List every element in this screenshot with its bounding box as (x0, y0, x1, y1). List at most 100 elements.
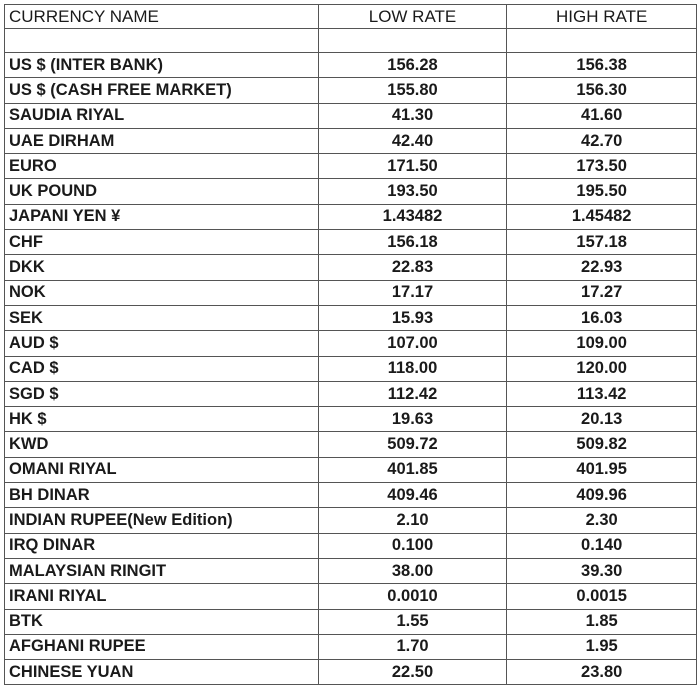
table-row: JAPANI YEN ¥1.43482 1.45482 (4, 203, 697, 231)
header-low-rate: LOW RATE (317, 4, 508, 29)
table-row: IRANI RIYAL 0.0010 0.0015 (4, 583, 697, 610)
table-row: US $ (CASH FREE MARKET) 155.80 156.30 (4, 77, 697, 104)
high-rate-cell: 39.30 (506, 557, 697, 585)
low-rate-cell: 22.50 (317, 659, 508, 686)
header-currency-name: CURRENCY NAME (4, 4, 319, 29)
currency-name-cell: OMANI RIYAL (4, 456, 319, 484)
blank-cell (4, 28, 319, 53)
currency-rates-table: CURRENCY NAME LOW RATE HIGH RATE US $ (I… (4, 4, 697, 686)
low-rate-cell: 1.70 (317, 633, 508, 661)
currency-name-cell: BH DINAR (4, 482, 319, 509)
currency-name-cell: AUD $ (4, 330, 319, 357)
header-row: CURRENCY NAME LOW RATE HIGH RATE (4, 4, 697, 29)
currency-name-cell: IRQ DINAR (4, 532, 319, 559)
table-row: IRQ DINAR 0.100 0.140 (4, 532, 697, 559)
high-rate-cell: 156.38 (506, 51, 697, 79)
table-row: CAD $118.00 120.00 (4, 355, 697, 382)
currency-name-cell: BTK (4, 608, 319, 635)
currency-name-cell: HK $ (4, 406, 319, 433)
table-row: EURO 171.50 173.50 (4, 153, 697, 180)
low-rate-cell: 156.28 (317, 51, 508, 79)
low-rate-cell: 155.80 (317, 77, 508, 104)
low-rate-cell: 118.00 (317, 355, 508, 382)
currency-name-cell: IRANI RIYAL (4, 583, 319, 610)
header-high-rate: HIGH RATE (506, 4, 697, 29)
table-row: HK $19.63 20.13 (4, 406, 697, 433)
currency-name-cell: AFGHANI RUPEE (4, 633, 319, 661)
high-rate-cell: 2.30 (506, 507, 697, 534)
low-rate-cell: 0.0010 (317, 583, 508, 610)
low-rate-cell: 42.40 (317, 127, 508, 155)
table-row: US $ (INTER BANK) 156.28 156.38 (4, 51, 697, 79)
high-rate-cell: 0.0015 (506, 583, 697, 610)
currency-name-cell: MALAYSIAN RINGIT (4, 557, 319, 585)
blank-cell (506, 28, 697, 53)
high-rate-cell: 1.85 (506, 608, 697, 635)
currency-name-cell: NOK (4, 279, 319, 306)
currency-name-cell: SGD $ (4, 380, 319, 408)
currency-name-cell: US $ (CASH FREE MARKET) (4, 77, 319, 104)
high-rate-cell: 16.03 (506, 304, 697, 332)
table-row: BH DINAR 409.46 409.96 (4, 482, 697, 509)
low-rate-cell: 1.43482 (317, 203, 508, 231)
low-rate-cell: 509.72 (317, 431, 508, 458)
table-row: MALAYSIAN RINGIT 38.00 39.30 (4, 557, 697, 585)
low-rate-cell: 38.00 (317, 557, 508, 585)
high-rate-cell: 1.45482 (506, 203, 697, 231)
low-rate-cell: 22.83 (317, 254, 508, 281)
table-row: SAUDIA RIYAL 41.30 41.60 (4, 102, 697, 129)
high-rate-cell: 120.00 (506, 355, 697, 382)
table-row: OMANI RIYAL 401.85 401.95 (4, 456, 697, 484)
low-rate-cell: 193.50 (317, 178, 508, 205)
currency-name-cell: EURO (4, 153, 319, 180)
currency-name-cell: DKK (4, 254, 319, 281)
high-rate-cell: 20.13 (506, 406, 697, 433)
high-rate-cell: 0.140 (506, 532, 697, 559)
low-rate-cell: 2.10 (317, 507, 508, 534)
low-rate-cell: 409.46 (317, 482, 508, 509)
currency-name-cell: SAUDIA RIYAL (4, 102, 319, 129)
currency-name-cell: KWD (4, 431, 319, 458)
table-row: SGD $112.42 113.42 (4, 380, 697, 408)
high-rate-cell: 156.30 (506, 77, 697, 104)
currency-name-cell: US $ (INTER BANK) (4, 51, 319, 79)
high-rate-cell: 1.95 (506, 633, 697, 661)
low-rate-cell: 112.42 (317, 380, 508, 408)
high-rate-cell: 22.93 (506, 254, 697, 281)
table-row: NOK 17.17 17.27 (4, 279, 697, 306)
currency-name-cell: INDIAN RUPEE(New Edition) (4, 507, 319, 534)
table-row: DKK 22.83 22.93 (4, 254, 697, 281)
low-rate-cell: 19.63 (317, 406, 508, 433)
high-rate-cell: 42.70 (506, 127, 697, 155)
table-row: SEK 15.93 16.03 (4, 304, 697, 332)
table-row: AUD $107.00 109.00 (4, 330, 697, 357)
low-rate-cell: 401.85 (317, 456, 508, 484)
high-rate-cell: 509.82 (506, 431, 697, 458)
currency-name-cell: SEK (4, 304, 319, 332)
table-row: KWD 509.72 509.82 (4, 431, 697, 458)
high-rate-cell: 401.95 (506, 456, 697, 484)
currency-name-cell: CHF (4, 229, 319, 256)
high-rate-cell: 157.18 (506, 229, 697, 256)
table-row: UAE DIRHAM 42.40 42.70 (4, 127, 697, 155)
low-rate-cell: 17.17 (317, 279, 508, 306)
table-row: BTK 1.55 1.85 (4, 608, 697, 635)
currency-name-cell: UAE DIRHAM (4, 127, 319, 155)
high-rate-cell: 41.60 (506, 102, 697, 129)
table-row: CHF 156.18 157.18 (4, 229, 697, 256)
table-row: UK POUND 193.50 195.50 (4, 178, 697, 205)
currency-name-cell: JAPANI YEN ¥ (4, 203, 319, 231)
currency-name-cell: CAD $ (4, 355, 319, 382)
table-row: AFGHANI RUPEE 1.70 1.95 (4, 633, 697, 661)
table-row: INDIAN RUPEE(New Edition) 2.10 2.30 (4, 507, 697, 534)
currency-name-cell: CHINESE YUAN (4, 659, 319, 686)
high-rate-cell: 409.96 (506, 482, 697, 509)
currency-name-cell: UK POUND (4, 178, 319, 205)
table-row: CHINESE YUAN 22.50 23.80 (4, 659, 697, 686)
low-rate-cell: 1.55 (317, 608, 508, 635)
low-rate-cell: 171.50 (317, 153, 508, 180)
low-rate-cell: 156.18 (317, 229, 508, 256)
blank-row (4, 28, 697, 53)
high-rate-cell: 23.80 (506, 659, 697, 686)
low-rate-cell: 107.00 (317, 330, 508, 357)
